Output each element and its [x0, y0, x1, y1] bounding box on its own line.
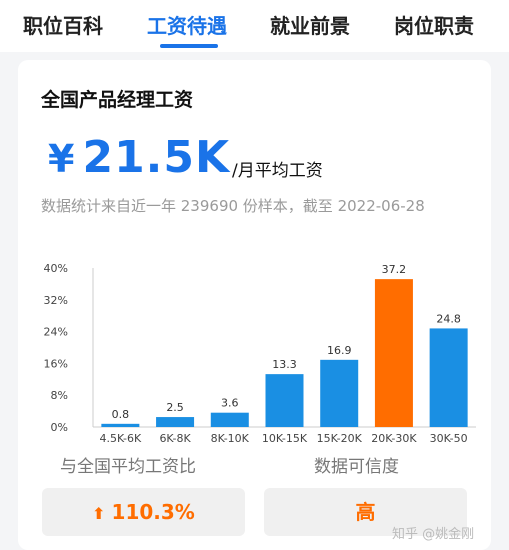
y-tick-label: 8%	[51, 389, 68, 402]
x-tick-label: 20K-30K	[371, 432, 417, 445]
x-axis: 4.5K-6K 6K-8K 8K-10K 10K-15K 15K-20K 20K-30K 3…	[99, 432, 467, 445]
average-salary: ¥21.5K	[48, 132, 230, 183]
salary-card: 全国产品经理工资 ¥21.5K /月平均工资 数据统计来自近一年 239690 …	[18, 60, 491, 550]
credibility-box: 高	[264, 488, 467, 536]
bar-value-label: 3.6	[221, 397, 239, 410]
salary-distribution-chart: 0% 8% 16% 24% 32% 40% 0.8 2.5 3.6 13.3 16.9 37.2 24…	[44, 262, 476, 445]
x-tick-label: 15K-20K	[317, 432, 363, 445]
active-tab-indicator	[160, 44, 218, 48]
tab-job-duties[interactable]: 岗位职责	[394, 14, 474, 38]
arrow-up-icon: ⬆	[92, 504, 106, 523]
credibility-label: 数据可信度	[314, 457, 399, 477]
sample-statistics-note: 数据统计来自近一年 239690 份样本，截至 2022-06-28	[41, 197, 425, 215]
y-tick-label: 16%	[44, 357, 68, 370]
currency-symbol: ¥	[48, 137, 75, 181]
bar-8K-10K	[210, 412, 249, 427]
bar-20K-30K	[374, 279, 413, 427]
bar-6K-8K	[156, 417, 195, 427]
bar-30K-50	[429, 328, 468, 427]
watermark: 知乎 @姚金刚	[392, 527, 475, 542]
bar-value-label: 24.8	[436, 312, 461, 325]
tab-employment-outlook[interactable]: 就业前景	[270, 14, 350, 38]
x-tick-label: 8K-10K	[211, 432, 250, 445]
comparison-value: 110.3%	[111, 500, 195, 524]
x-tick-label: 30K-50	[430, 432, 468, 445]
salary-value: 21.5K	[82, 132, 231, 183]
credibility-value: 高	[355, 500, 376, 524]
tab-job-encyclopedia[interactable]: 职位百科	[23, 14, 103, 38]
bar-15K-20K	[320, 359, 359, 427]
bar-10K-15K	[265, 374, 304, 427]
x-tick-label: 6K-8K	[159, 432, 191, 445]
comparison-label: 与全国平均工资比	[60, 457, 196, 477]
bar-value-label: 2.5	[166, 401, 184, 414]
y-tick-label: 40%	[44, 262, 68, 275]
bar-value-label: 0.8	[112, 408, 130, 421]
bar-value-label: 37.2	[382, 263, 407, 276]
y-tick-label: 32%	[44, 294, 68, 307]
tab-bar: 职位百科 工资待遇 就业前景 岗位职责	[0, 0, 509, 52]
y-tick-label: 0%	[51, 421, 68, 434]
comparison-box: ⬆ 110.3%	[42, 488, 245, 536]
y-tick-label: 24%	[44, 326, 68, 339]
x-tick-label: 10K-15K	[262, 432, 308, 445]
bar-4.5K-6K	[101, 423, 140, 427]
bar-value-label: 16.9	[327, 344, 352, 357]
x-tick-label: 4.5K-6K	[99, 432, 142, 445]
tab-salary[interactable]: 工资待遇	[147, 14, 227, 38]
card-title: 全国产品经理工资	[41, 89, 194, 111]
salary-unit: /月平均工资	[232, 161, 323, 181]
bars: 0.8 2.5 3.6 13.3 16.9 37.2 24.8	[101, 263, 468, 427]
y-axis: 0% 8% 16% 24% 32% 40%	[44, 262, 68, 434]
bar-value-label: 13.3	[272, 358, 297, 371]
